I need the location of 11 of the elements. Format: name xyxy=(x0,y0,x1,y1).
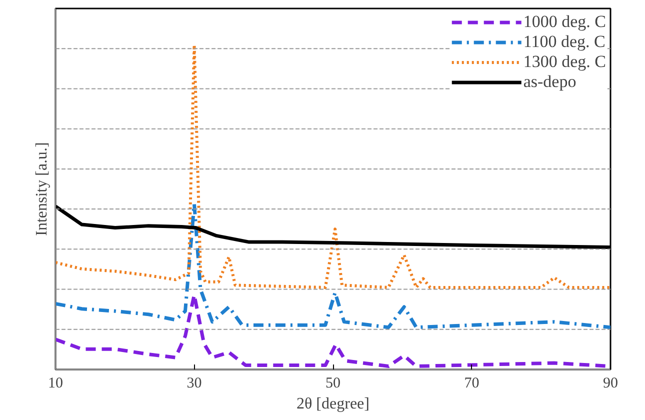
legend-label: 1300 deg. C xyxy=(523,52,606,72)
x-tick-label: 30 xyxy=(186,376,202,392)
x-tick-label: 10 xyxy=(48,376,63,392)
legend-label: 1100 deg. C xyxy=(523,32,606,52)
y-axis-title: Intensity [a.u.] xyxy=(34,142,50,236)
x-tick-label: 50 xyxy=(326,376,340,392)
x-tick-label: 70 xyxy=(464,376,480,392)
legend-label: as-depo xyxy=(523,72,576,92)
x-tick-label: 90 xyxy=(603,376,618,392)
x-axis-title: 2θ [degree] xyxy=(296,396,370,412)
legend-label: 1000 deg. C xyxy=(523,12,606,32)
